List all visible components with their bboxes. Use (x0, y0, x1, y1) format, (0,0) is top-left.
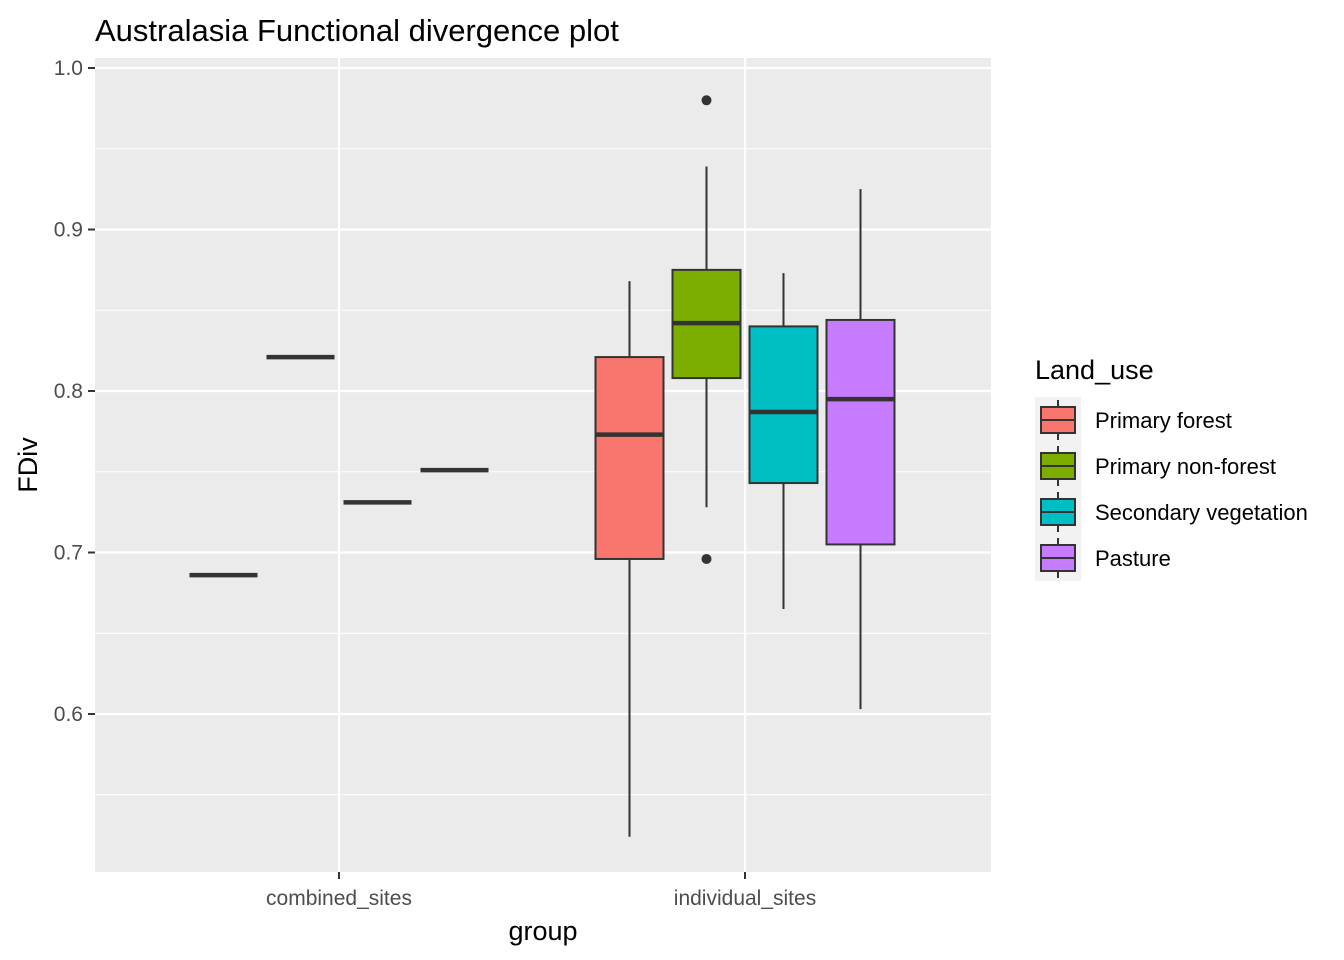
box-primary-forest (594, 281, 665, 837)
y-tick-label: 0.8 (54, 380, 83, 403)
box-body (748, 325, 819, 485)
x-axis-title: group (508, 916, 577, 946)
legend-label: Primary forest (1095, 408, 1232, 433)
y-tick-label: 0.7 (54, 542, 83, 565)
box-body (825, 318, 896, 546)
legend: Land_use Primary forest Primary non-fores… (1035, 355, 1308, 581)
box-secondary-vegetation (748, 273, 819, 610)
y-tick-label: 1.0 (54, 57, 83, 80)
legend-key-pasture (1040, 538, 1076, 578)
y-axis: 0.6 0.7 0.8 0.9 1.0 (54, 57, 95, 726)
x-tick-label: combined_sites (266, 887, 412, 910)
legend-key-primary-non-forest (1040, 446, 1076, 486)
box-pasture (825, 189, 896, 710)
grid-lines (95, 58, 991, 872)
y-tick-label: 0.6 (54, 703, 83, 726)
y-axis-title: FDiv (13, 437, 43, 493)
outlier-point (701, 553, 712, 564)
chart-title: Australasia Functional divergence plot (95, 13, 619, 48)
boxplot-series (189, 95, 896, 837)
x-tick-label: individual_sites (674, 887, 816, 910)
legend-title: Land_use (1035, 355, 1154, 385)
outlier-point (701, 95, 712, 106)
box-body (594, 356, 665, 560)
legend-label: Secondary vegetation (1095, 500, 1308, 525)
legend-label: Primary non-forest (1095, 454, 1276, 479)
x-axis: combined_sites individual_sites (266, 872, 816, 910)
legend-label: Pasture (1095, 546, 1171, 571)
legend-key-primary-forest (1040, 400, 1076, 440)
y-tick-label: 0.9 (54, 219, 83, 242)
legend-key-secondary-vegetation (1040, 492, 1076, 532)
box-primary-non-forest (671, 95, 742, 564)
